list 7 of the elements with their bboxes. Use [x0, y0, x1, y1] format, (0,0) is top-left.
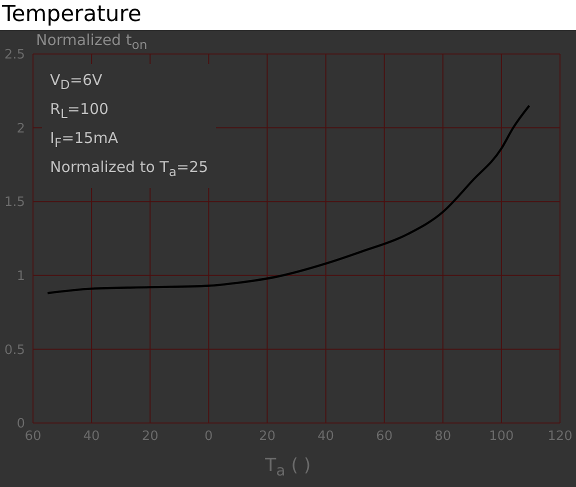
y-axis-title: Normalized t$_{on}$: [36, 31, 148, 52]
chart-title: Temperature: [1, 1, 142, 29]
line-series: [46, 104, 530, 294]
annotation: R$_{L}$=100: [50, 99, 110, 123]
annotation: V$_{D}$=6V: [50, 70, 104, 94]
annotation: I$_{F}$=15mA: [50, 128, 120, 152]
annotation: Normalized to T$_{a}$=25: [50, 157, 208, 181]
